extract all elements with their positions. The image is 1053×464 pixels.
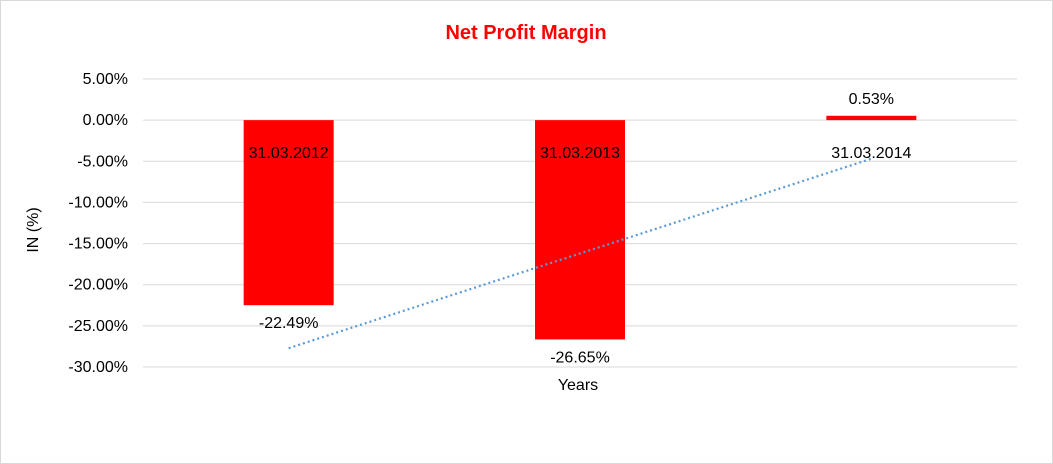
data-label: 0.53% <box>849 91 894 108</box>
data-label: -22.49% <box>259 315 319 332</box>
y-tick-label: -30.00% <box>68 359 128 376</box>
category-label: 31.03.2013 <box>540 145 620 162</box>
trendline <box>288 157 872 350</box>
y-tick-label: 0.00% <box>83 112 128 129</box>
data-label: -26.65% <box>550 349 610 366</box>
x-axis-title: Years <box>558 377 598 394</box>
y-tick-label: -25.00% <box>68 318 128 335</box>
y-axis-title: IN (%) <box>25 207 42 252</box>
y-tick-label: -20.00% <box>68 277 128 294</box>
bar <box>535 120 625 340</box>
category-label: 31.03.2014 <box>831 145 911 162</box>
bar <box>243 120 334 306</box>
bar <box>826 115 917 121</box>
category-label: 31.03.2012 <box>249 145 329 162</box>
y-tick-label: -10.00% <box>68 194 128 211</box>
y-tick-label: -15.00% <box>68 236 128 253</box>
chart-title: Net Profit Margin <box>445 22 606 44</box>
y-tick-label: -5.00% <box>77 153 128 170</box>
y-tick-label: 5.00% <box>83 71 128 88</box>
